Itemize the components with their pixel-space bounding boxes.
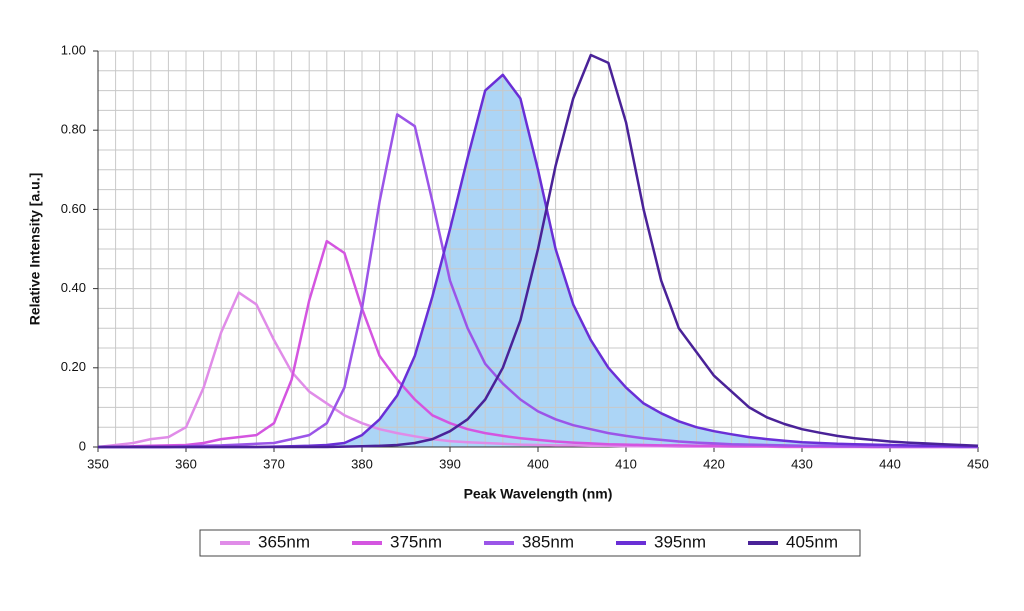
y-tick-label: 0.80: [61, 122, 86, 137]
legend-label: 385nm: [522, 532, 574, 551]
x-tick-label: 360: [175, 456, 197, 471]
x-tick-label: 400: [527, 456, 549, 471]
legend-label: 375nm: [390, 532, 442, 551]
x-tick-label: 390: [439, 456, 461, 471]
line: [98, 113, 978, 449]
legend-label: 405nm: [786, 532, 838, 551]
x-tick-label: 440: [879, 456, 901, 471]
line: [98, 53, 979, 449]
legend-label: 395nm: [654, 532, 706, 551]
x-tick-label: 430: [791, 456, 813, 471]
x-axis-title: Peak Wavelength (nm): [464, 486, 613, 502]
x-tick-label: 350: [87, 456, 109, 471]
x-tick-label: 370: [263, 456, 285, 471]
y-tick-label: 0.60: [61, 201, 86, 216]
x-tick-label: 410: [615, 456, 637, 471]
y-axis-title: Relative Intensity [a.u.]: [27, 173, 43, 325]
y-tick-label: 1.00: [61, 42, 86, 57]
y-tick-label: 0: [79, 438, 86, 453]
y-tick-label: 0.40: [61, 280, 86, 295]
x-tick-label: 450: [967, 456, 989, 471]
legend-label: 365nm: [258, 532, 310, 551]
x-tick-label: 380: [351, 456, 373, 471]
y-tick-label: 0.20: [61, 359, 86, 374]
x-tick-label: 420: [703, 456, 725, 471]
